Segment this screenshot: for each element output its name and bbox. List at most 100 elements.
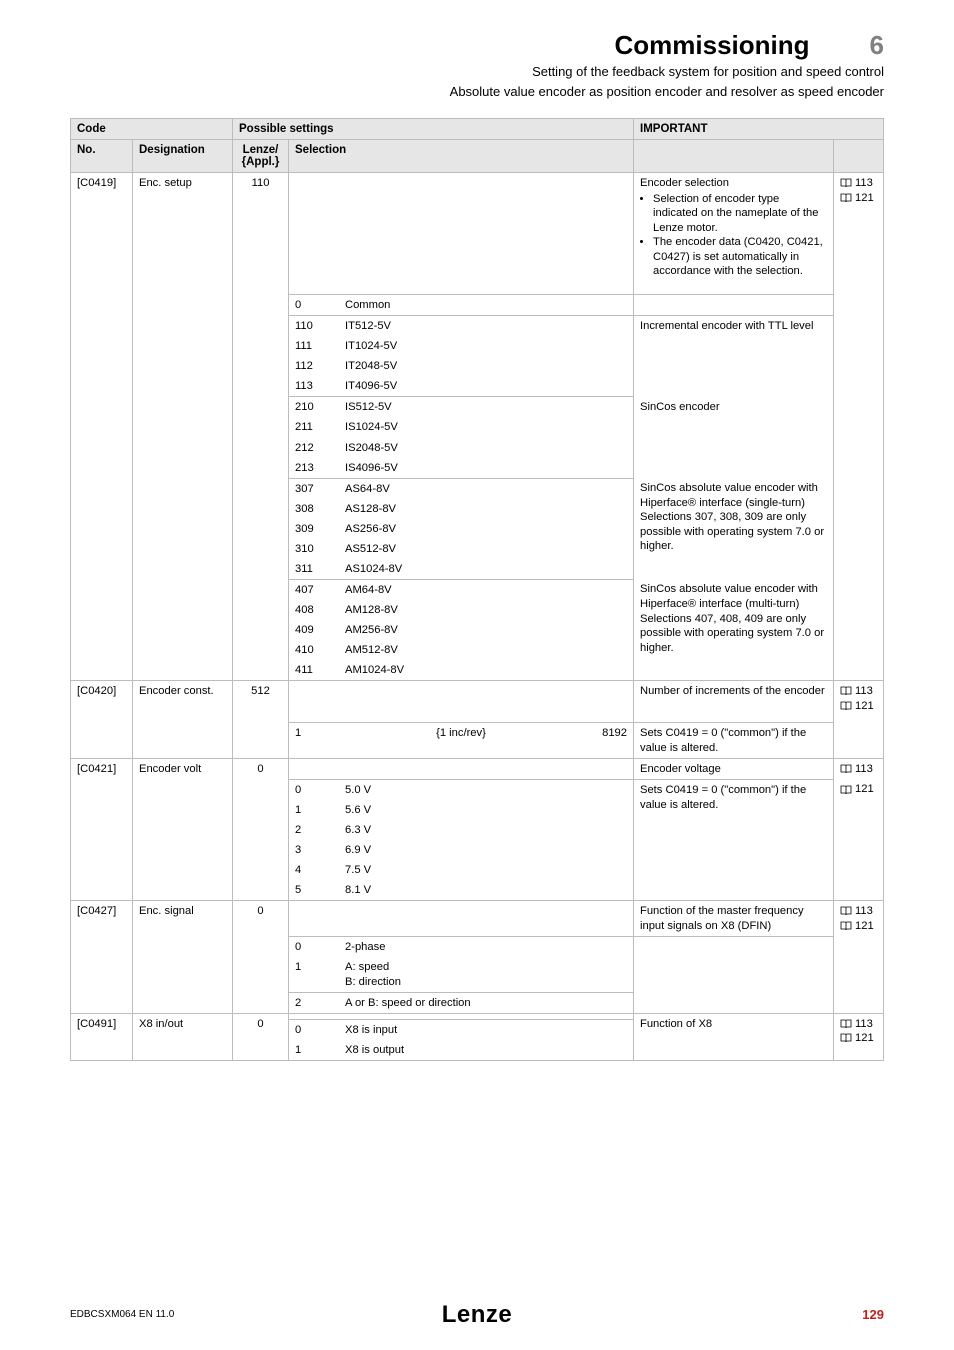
cell-selection: 0X8 is input — [289, 1020, 634, 1041]
cell-selection: 409AM256-8V — [289, 620, 634, 640]
book-icon — [840, 764, 852, 774]
th-code: Code — [71, 119, 233, 140]
cell-selection: 36.9 V — [289, 840, 634, 860]
cell-selection: 58.1 V — [289, 880, 634, 901]
cell-selection — [289, 901, 634, 937]
cell-lenze: 0 — [233, 901, 289, 1013]
th-possible: Possible settings — [233, 119, 634, 140]
cell-designation: X8 in/out — [133, 1013, 233, 1061]
parameter-table: Code Possible settings IMPORTANT No. Des… — [70, 118, 884, 1061]
cell-important — [634, 295, 834, 316]
cell-selection: 47.5 V — [289, 860, 634, 880]
book-icon — [840, 1019, 852, 1029]
cell-selection: 213IS4096-5V — [289, 458, 634, 479]
cell-selection: 112IT2048-5V — [289, 356, 634, 376]
cell-important: Incremental encoder with TTL level — [634, 316, 834, 397]
cell-important: Function of X8 — [634, 1013, 834, 1061]
cell-selection: 408AM128-8V — [289, 600, 634, 620]
footer-doc-id: EDBCSXM064 EN 11.0 — [70, 1309, 174, 1320]
cell-no: [C0420] — [71, 681, 133, 759]
imp-bullet: The encoder data (C0420, C0421, C0427) i… — [653, 235, 827, 279]
cell-no: [C0419] — [71, 173, 133, 681]
cell-important — [634, 992, 834, 1013]
table-row: [C0421] Encoder volt 0 Encoder voltage 1… — [71, 758, 884, 779]
cell-ref: 113 121 — [834, 173, 884, 681]
table-head: Code Possible settings IMPORTANT No. Des… — [71, 119, 884, 173]
cell-lenze: 0 — [233, 758, 289, 900]
cell-designation: Encoder volt — [133, 758, 233, 900]
cell-important: Sets C0419 = 0 ("common") if the value i… — [634, 723, 834, 759]
table-row: [C0419] Enc. setup 110 Encoder selection… — [71, 173, 884, 295]
th-designation: Designation — [133, 140, 233, 173]
cell-designation: Enc. setup — [133, 173, 233, 681]
table-row: [C0427] Enc. signal 0 Function of the ma… — [71, 901, 884, 937]
chapter-number: 6 — [870, 30, 884, 61]
cell-selection: 309AS256-8V — [289, 519, 634, 539]
cell-no: [C0427] — [71, 901, 133, 1013]
imp-title: Encoder selection — [640, 177, 729, 189]
cell-selection: 210IS512-5V — [289, 397, 634, 418]
book-icon — [840, 906, 852, 916]
page-subtitle-1: Setting of the feedback system for posit… — [70, 63, 884, 81]
cell-selection: 26.3 V — [289, 820, 634, 840]
cell-selection: 311AS1024-8V — [289, 559, 634, 580]
book-icon — [840, 785, 852, 795]
cell-selection: 212IS2048-5V — [289, 438, 634, 458]
cell-important: Sets C0419 = 0 ("common") if the value i… — [634, 779, 834, 900]
cell-important: Number of increments of the encoder — [634, 681, 834, 723]
cell-selection: 310AS512-8V — [289, 539, 634, 559]
cell-selection: 110IT512-5V — [289, 316, 634, 337]
th-no: No. — [71, 140, 133, 173]
cell-no: [C0491] — [71, 1013, 133, 1061]
cell-selection: 15.6 V — [289, 800, 634, 820]
cell-ref: 113 121 — [834, 681, 884, 759]
th-ref-spacer — [834, 140, 884, 173]
th-important: IMPORTANT — [634, 119, 884, 140]
cell-important: Encoder selection Selection of encoder t… — [634, 173, 834, 295]
th-selection: Selection — [289, 140, 634, 173]
cell-ref: 113 — [834, 758, 884, 779]
cell-selection: 410AM512-8V — [289, 640, 634, 660]
cell-selection — [289, 173, 634, 295]
cell-selection: 1 {1 inc/rev} 8192 — [289, 723, 634, 759]
imp-bullet: Selection of encoder type indicated on t… — [653, 192, 827, 236]
cell-selection: 307AS64-8V — [289, 478, 634, 499]
cell-no: [C0421] — [71, 758, 133, 900]
cell-selection: 1A: speed B: direction — [289, 957, 634, 992]
book-icon — [840, 178, 852, 188]
cell-selection: 05.0 V — [289, 779, 634, 800]
cell-designation: Encoder const. — [133, 681, 233, 759]
page-header: Commissioning 6 Setting of the feedback … — [70, 30, 884, 100]
cell-important: SinCos absolute value encoder with Hiper… — [634, 478, 834, 579]
cell-important: Function of the master frequency input s… — [634, 901, 834, 937]
cell-selection: 2A or B: speed or direction — [289, 992, 634, 1013]
cell-selection: 211IS1024-5V — [289, 417, 634, 437]
cell-selection: 1X8 is output — [289, 1040, 634, 1061]
book-icon — [840, 686, 852, 696]
cell-lenze: 0 — [233, 1013, 289, 1061]
book-icon — [840, 921, 852, 931]
cell-selection: 113IT4096-5V — [289, 376, 634, 397]
cell-ref: 113 121 — [834, 901, 884, 1013]
page-title: Commissioning — [615, 30, 810, 61]
page-footer: EDBCSXM064 EN 11.0 Lenze 129 — [0, 1307, 954, 1322]
cell-important: SinCos encoder — [634, 397, 834, 478]
cell-selection: 02-phase — [289, 936, 634, 957]
cell-ref: 121 — [834, 779, 884, 900]
table-row: [C0420] Encoder const. 512 Number of inc… — [71, 681, 884, 723]
book-icon — [840, 701, 852, 711]
cell-selection — [289, 758, 634, 779]
cell-selection: 0Common — [289, 295, 634, 316]
page-subtitle-2: Absolute value encoder as position encod… — [70, 83, 884, 101]
cell-selection — [289, 681, 634, 723]
cell-lenze: 110 — [233, 173, 289, 681]
cell-important: Encoder voltage — [634, 758, 834, 779]
book-icon — [840, 1033, 852, 1043]
cell-selection: 411AM1024-8V — [289, 660, 634, 681]
cell-important: SinCos absolute value encoder with Hiper… — [634, 579, 834, 680]
book-icon — [840, 193, 852, 203]
th-lenze: Lenze/{Appl.} — [233, 140, 289, 173]
footer-page-number: 129 — [862, 1307, 884, 1322]
cell-selection: 407AM64-8V — [289, 579, 634, 600]
cell-designation: Enc. signal — [133, 901, 233, 1013]
